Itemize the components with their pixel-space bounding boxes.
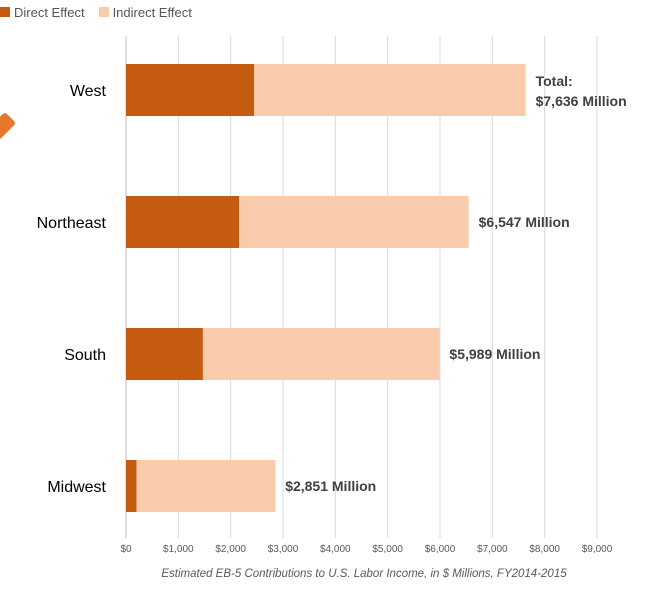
bar-direct-northeast bbox=[126, 196, 240, 248]
x-tick-label: $2,000 bbox=[215, 544, 246, 555]
bar-indirect-northeast bbox=[239, 196, 469, 248]
x-tick-label: $0 bbox=[120, 544, 132, 555]
bar-indirect-south bbox=[202, 328, 440, 380]
x-tick-label: $6,000 bbox=[425, 544, 456, 555]
x-tick-label: $4,000 bbox=[320, 544, 351, 555]
x-axis-title: Estimated EB-5 Contributions to U.S. Lab… bbox=[161, 568, 567, 580]
category-label: South bbox=[64, 347, 106, 364]
total-label: $5,989 Million bbox=[449, 346, 540, 362]
legend-item-direct: Direct Effect bbox=[0, 5, 85, 20]
total-label: Total: bbox=[536, 73, 573, 89]
legend-label-indirect: Indirect Effect bbox=[112, 4, 192, 20]
category-label: Midwest bbox=[47, 479, 106, 496]
legend-item-indirect: Indirect Effect bbox=[98, 4, 192, 20]
x-tick-label: $7,000 bbox=[477, 544, 508, 555]
legend-swatch-direct bbox=[0, 7, 10, 17]
x-tick-label: $1,000 bbox=[163, 544, 194, 555]
bar-direct-south bbox=[126, 328, 203, 380]
x-tick-label: $8,000 bbox=[529, 544, 560, 555]
x-tick-label: $9,000 bbox=[582, 544, 613, 555]
bar-indirect-midwest bbox=[136, 460, 276, 512]
x-tick-label: $5,000 bbox=[372, 544, 403, 555]
bar-direct-west bbox=[126, 64, 255, 116]
legend-label-direct: Direct Effect bbox=[14, 4, 85, 20]
total-label: $6,547 Million bbox=[479, 214, 570, 230]
chart-legend: Direct Effect Indirect Effect bbox=[0, 4, 206, 20]
legend-swatch-indirect bbox=[98, 7, 109, 17]
x-tick-label: $3,000 bbox=[268, 544, 299, 555]
total-label: $2,851 Million bbox=[285, 478, 376, 494]
bar-direct-midwest bbox=[126, 460, 137, 512]
total-label: $7,636 Million bbox=[536, 93, 627, 109]
category-label: Northeast bbox=[37, 215, 107, 232]
category-label: West bbox=[70, 83, 107, 100]
bar-indirect-west bbox=[254, 64, 526, 116]
